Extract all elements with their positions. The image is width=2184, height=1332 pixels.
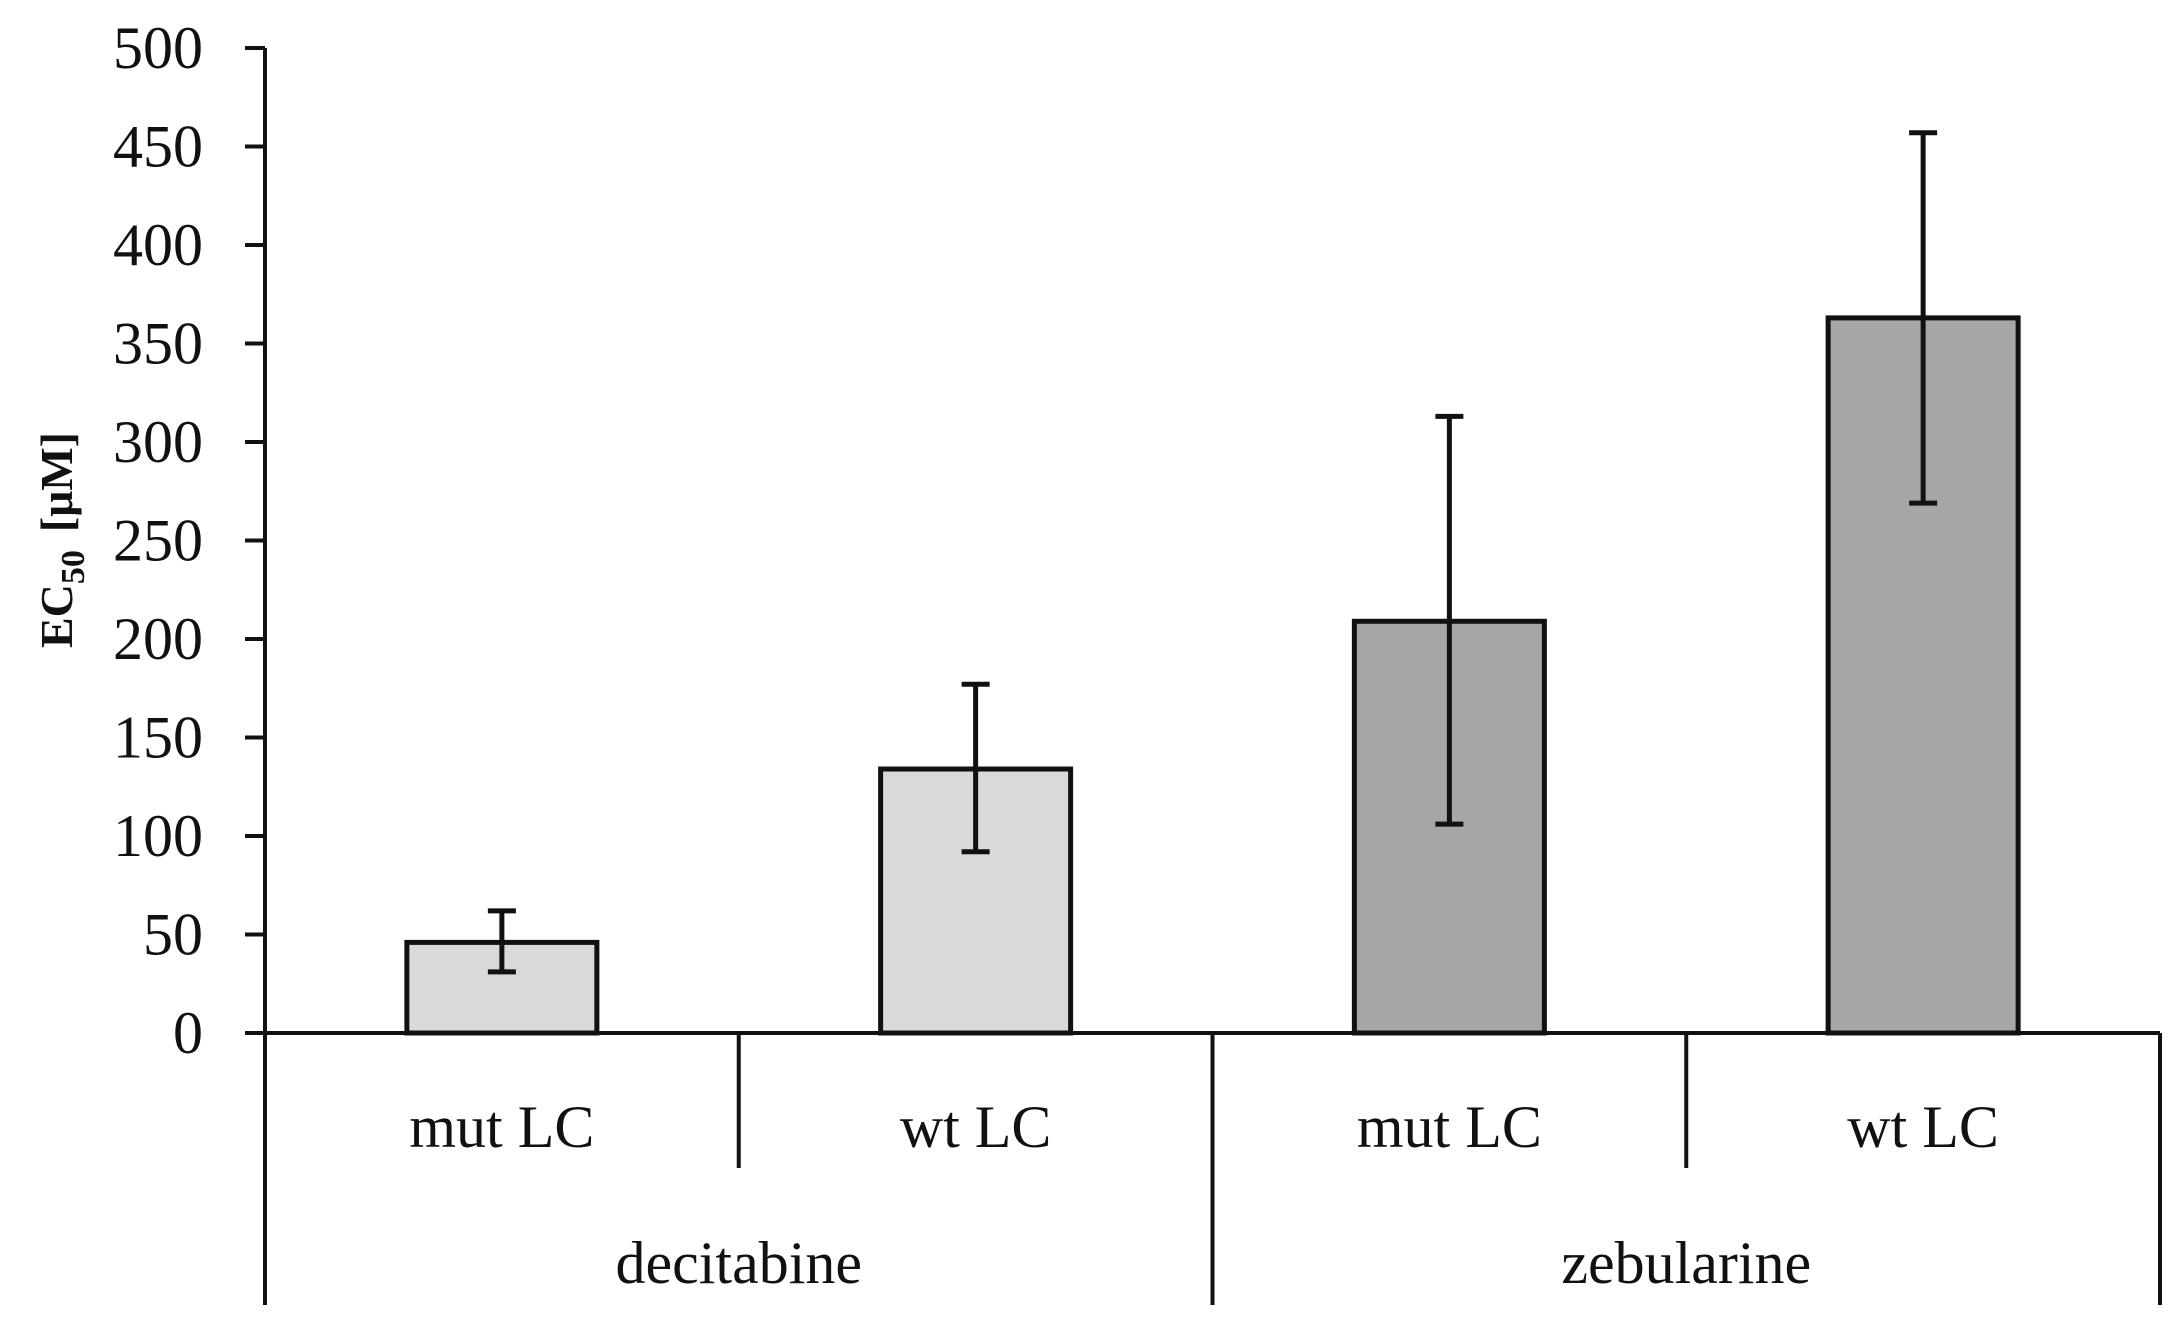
axes-layer	[245, 46, 2162, 1305]
y-tick-label: 0	[173, 1000, 203, 1066]
y-tick-label: 250	[113, 508, 203, 574]
y-tick-label: 400	[113, 212, 203, 278]
y-axis-label-main: EC	[31, 584, 82, 648]
y-axis-label: EC50 [μM]	[31, 432, 92, 648]
y-tick-label: 300	[113, 409, 203, 475]
y-tick-label: 200	[113, 606, 203, 672]
x-category-label: mut LC	[409, 1094, 594, 1160]
y-tick-label: 350	[113, 311, 203, 377]
bars-layer	[404, 315, 2021, 1036]
x-category-label: mut LC	[1357, 1094, 1542, 1160]
y-tick-label: 500	[113, 15, 203, 81]
x-category-label: wt LC	[1847, 1094, 1999, 1160]
y-axis-label-unit: [μM]	[31, 432, 82, 532]
x-group-label: zebularine	[1561, 1230, 1811, 1296]
labels-layer: 0 50 100 150 200 250 300 350 400 450 500 mut LC wt L…	[113, 15, 1999, 1296]
y-tick-label: 100	[113, 803, 203, 869]
y-tick-label: 150	[113, 705, 203, 771]
y-axis-label-subscript: 50	[55, 550, 92, 584]
x-group-label: decitabine	[615, 1230, 862, 1296]
x-category-label: wt LC	[900, 1094, 1052, 1160]
error-bars-layer	[487, 130, 1938, 975]
bar	[1825, 315, 2021, 1036]
y-tick-label: 50	[143, 902, 203, 968]
y-tick-label: 450	[113, 114, 203, 180]
